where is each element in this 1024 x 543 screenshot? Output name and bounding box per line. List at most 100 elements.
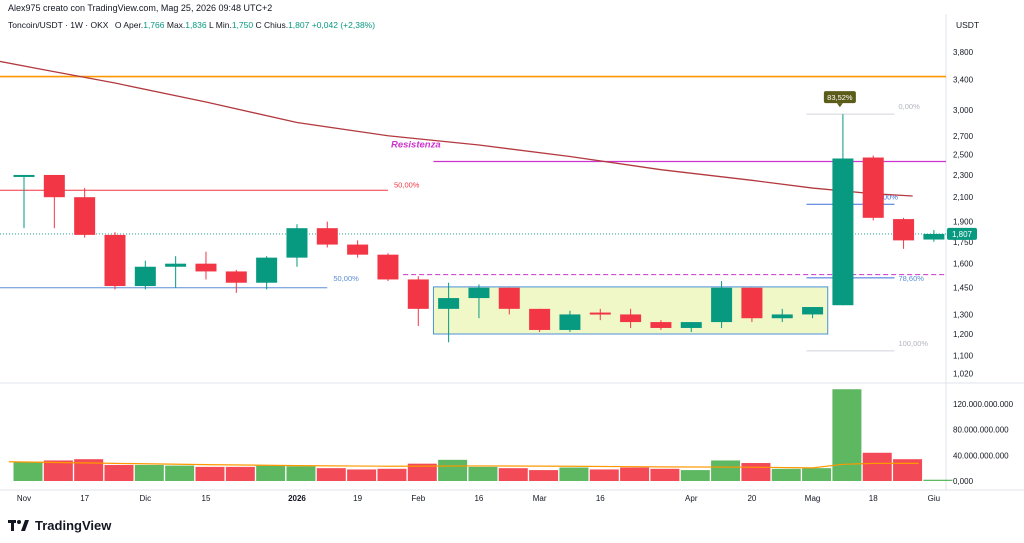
time-tick-label: 2026 — [288, 494, 306, 503]
resistance-label: Resistenza — [391, 140, 441, 151]
volume-bar — [529, 470, 559, 481]
close-value: 1,807 — [288, 20, 310, 30]
volume-average-line — [8, 461, 919, 469]
time-tick-label: Mar — [533, 494, 547, 503]
high-name: Max. — [166, 20, 186, 30]
candle-body — [498, 287, 520, 309]
volume-bar — [650, 468, 680, 481]
price-tick-label: 1,450 — [953, 284, 974, 293]
volume-bar — [13, 461, 43, 481]
candle-body — [589, 312, 611, 315]
volume-bar — [407, 463, 437, 481]
volume-bar — [741, 463, 771, 481]
change-value: +0,042 (+2,38%) — [311, 20, 376, 30]
volume-bar — [134, 464, 164, 481]
time-tick-label: 18 — [869, 494, 878, 503]
volume-bar — [680, 470, 710, 481]
fib-786-label: 78,60% — [898, 274, 924, 283]
low-name: Min. — [215, 20, 232, 30]
price-tick-label: 2,300 — [953, 171, 974, 180]
candle-body — [225, 271, 247, 283]
time-tick-label: 20 — [747, 494, 756, 503]
time-tick-label: Giu — [928, 494, 940, 503]
time-tick-label: 15 — [202, 494, 211, 503]
symbol-label: Toncoin/USDT · 1W · OKX — [8, 20, 109, 30]
open-label: O — [114, 20, 122, 30]
peak-percent-badge — [823, 91, 856, 104]
candle-body — [680, 322, 702, 328]
fib-50-label: 50,00% — [872, 192, 898, 201]
time-tick-label: 17 — [80, 494, 89, 503]
candle-body — [195, 263, 217, 272]
candle-body — [741, 287, 763, 319]
price-tick-label: 1,900 — [953, 218, 974, 227]
low-label: L — [208, 20, 214, 30]
open-name: Aper. — [123, 20, 144, 30]
price-tick-label: 3,000 — [953, 106, 974, 115]
candle-body — [711, 287, 733, 323]
currency-unit-label: USDT — [956, 20, 980, 30]
price-tick-label: 2,100 — [953, 193, 974, 202]
current-price-tag-label: 1,807 — [952, 230, 973, 239]
volume-bar — [43, 460, 73, 481]
candle-body — [256, 257, 278, 283]
volume-bar — [316, 468, 346, 481]
volume-bar — [195, 466, 225, 481]
volume-bar — [225, 466, 255, 481]
candle-body — [74, 197, 96, 235]
candle-body — [316, 228, 338, 245]
time-tick-label: 19 — [353, 494, 362, 503]
current-price-tag — [947, 227, 977, 240]
price-tick-label: 2,700 — [953, 132, 974, 141]
high-value: 1,836 — [185, 20, 207, 30]
candle-body — [650, 322, 672, 328]
candle-body — [862, 157, 884, 218]
candle-body — [559, 314, 581, 330]
candle-body — [134, 266, 156, 287]
time-tick-label: Apr — [685, 494, 698, 503]
candle-body — [620, 314, 642, 323]
price-tick-label: 1,200 — [953, 330, 974, 339]
volume-tick-label: 120.000.000.000 — [953, 400, 1014, 409]
volume-bar — [559, 467, 589, 481]
price-tick-label: 1,600 — [953, 260, 974, 269]
volume-bar — [286, 466, 316, 481]
volume-bar — [498, 468, 528, 481]
ohlc-legend: Toncoin/USDT · 1W · OKX O Aper.1,766 Max… — [8, 20, 375, 30]
time-tick-label: 16 — [474, 494, 483, 503]
time-tick-label: Dic — [140, 494, 152, 503]
volume-bar — [468, 466, 498, 481]
volume-bar — [802, 468, 832, 481]
volume-bar — [893, 459, 923, 481]
candle-body — [802, 307, 824, 315]
price-tick-label: 1,100 — [953, 351, 974, 360]
peak-percent-text: 83,52% — [827, 93, 853, 102]
price-tick-label: 1,020 — [953, 370, 974, 379]
chart-author-line: Alex975 creato con TradingView.com, Mag … — [8, 3, 273, 13]
tradingview-brand: TradingView — [35, 518, 112, 533]
left-fib-50-label: 50,00% — [333, 274, 359, 283]
volume-bar — [711, 460, 741, 481]
volume-bar — [74, 459, 104, 481]
candle-body — [468, 287, 490, 299]
peak-badge-pointer — [836, 103, 843, 108]
volume-bar — [377, 468, 407, 481]
volume-bar — [165, 465, 195, 481]
price-tick-label: 1,300 — [953, 310, 974, 319]
time-tick-label: Feb — [411, 494, 425, 503]
volume-bar — [438, 459, 468, 481]
tradingview-logo[interactable]: TradingView — [8, 518, 111, 533]
volume-bar — [771, 468, 801, 481]
volume-bar — [832, 389, 862, 481]
fib-0-label: 0,00% — [898, 102, 920, 111]
close-label: C — [255, 20, 262, 30]
tradingview-logo-icon — [8, 520, 29, 531]
price-tick-label: 3,800 — [953, 48, 974, 57]
time-tick-label: Mag — [805, 494, 821, 503]
candle-body — [347, 244, 369, 255]
volume-bar — [589, 469, 619, 481]
candle-body — [286, 228, 308, 258]
open-value: 1,766 — [143, 20, 165, 30]
volume-tick-label: 0,000 — [953, 477, 974, 486]
